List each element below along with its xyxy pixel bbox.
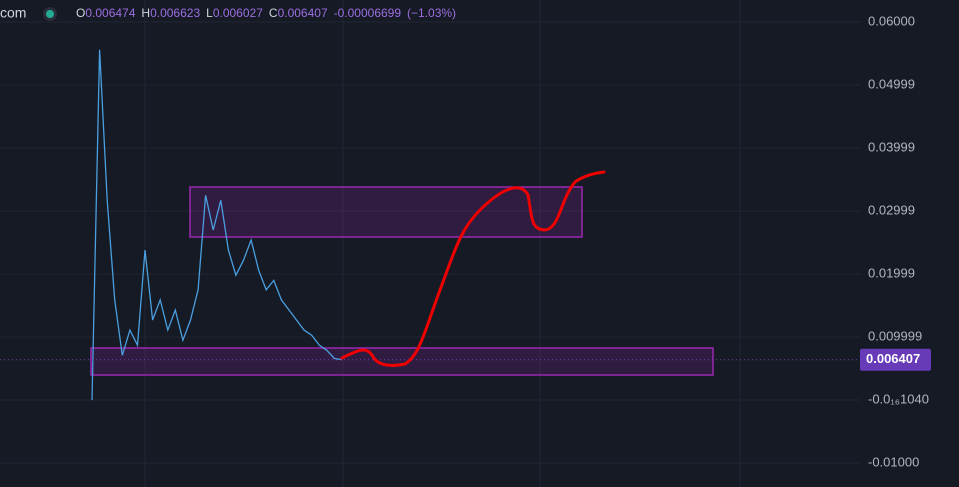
last-price-label: 0.006407 (866, 351, 920, 366)
ohlc-value: 0.006407 (278, 6, 328, 20)
ohlc-label: H (141, 6, 150, 20)
y-tick-label: 0.02999 (868, 203, 915, 218)
drawn-line[interactable] (340, 170, 606, 367)
ohlc-label: C (269, 6, 278, 20)
ohlc-label: L (206, 6, 213, 20)
ohlc-value: 0.006623 (150, 6, 200, 20)
status-dot (46, 10, 54, 18)
vertical-grid (144, 0, 741, 487)
y-tick-label: 0.04999 (868, 77, 915, 92)
price-axis: 0.06000 0.04999 0.03999 0.02999 0.01999 0.009… (860, 13, 931, 469)
range-box[interactable] (90, 347, 714, 376)
y-tick-label: 0.06000 (868, 13, 915, 28)
ohlc-value: 0.006027 (213, 6, 263, 20)
range-box[interactable] (189, 186, 583, 238)
header: com O0.006474 H0.006623 L0.006027 C0.006407… (0, 5, 456, 21)
y-tick-label: 0.03999 (868, 140, 915, 155)
price-line (91, 49, 343, 401)
ohlc: O0.006474 H0.006623 L0.006027 C0.006407 -0.0… (76, 6, 456, 20)
plot (0, 49, 860, 401)
y-tick-label: -0.0₁₆1040 (868, 391, 929, 406)
site-name: com (0, 5, 26, 21)
y-tick-label: 0.01999 (868, 266, 915, 281)
y-tick-label: 0.009999 (868, 329, 922, 344)
last-price-box (860, 348, 931, 371)
y-tick-label: -0.01000 (868, 454, 919, 469)
ohlc-label: O (76, 6, 85, 20)
change: -0.00006699 (334, 6, 402, 20)
ohlc-value: 0.006474 (85, 6, 135, 20)
grid (0, 21, 860, 464)
change-pct: (−1.03%) (407, 6, 456, 20)
